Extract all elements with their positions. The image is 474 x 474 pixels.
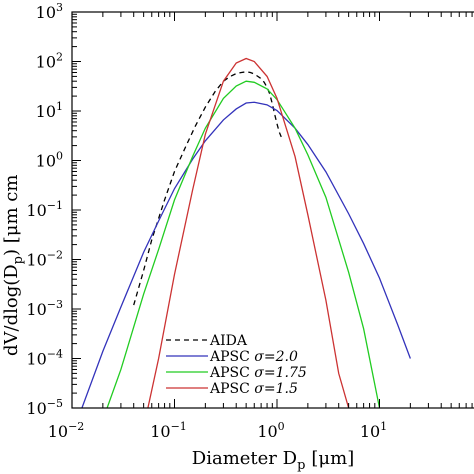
y-axis-label-sub: p [11,256,26,264]
x-axis-label-unit: [μm] [311,448,354,469]
y-axis-label-tail: ) [μm cm [1,175,22,256]
x-axis: 10−2 10−1 100 101 [48,12,473,441]
x-tick-label: 100 [257,420,284,441]
legend-label: APSC σ=2.0 [209,349,298,365]
series-line-3 [147,57,350,408]
x-axis-label: Diameter Dp [μm] [192,448,354,473]
series-layer [81,57,411,408]
y-axis: 10−5 10−4 10−3 10−2 10−1 100 101 102 103 [26,1,81,418]
y-tick-label: 10−4 [26,348,63,369]
y-tick-label: 101 [36,100,63,121]
legend-label: APSC σ=1.5 [209,381,298,397]
x-tick-label: 101 [360,420,387,441]
y-tick-label: 102 [36,51,63,72]
x-tick-label: 10−1 [150,420,187,441]
legend-label: AIDA [209,333,248,349]
series-line-1 [81,101,411,408]
series-line-0 [133,71,282,306]
y-tick-label: 103 [36,1,63,22]
legend-label: APSC σ=1.75 [209,365,307,381]
x-axis-label-main: Diameter D [192,448,297,469]
y-tick-label: 10−3 [26,298,63,319]
y-axis-label-main: dV/dlog(D [1,264,22,356]
y-tick-label: 100 [36,150,63,171]
y-tick-label: 10−1 [26,199,63,220]
y-tick-label: 10−5 [26,397,63,418]
y-tick-label: 10−2 [26,249,63,270]
x-tick-label: 10−2 [48,420,85,441]
x-axis-label-sub: p [297,458,305,473]
y-axis-label: dV/dlog(Dp) [μm cm [1,175,26,356]
